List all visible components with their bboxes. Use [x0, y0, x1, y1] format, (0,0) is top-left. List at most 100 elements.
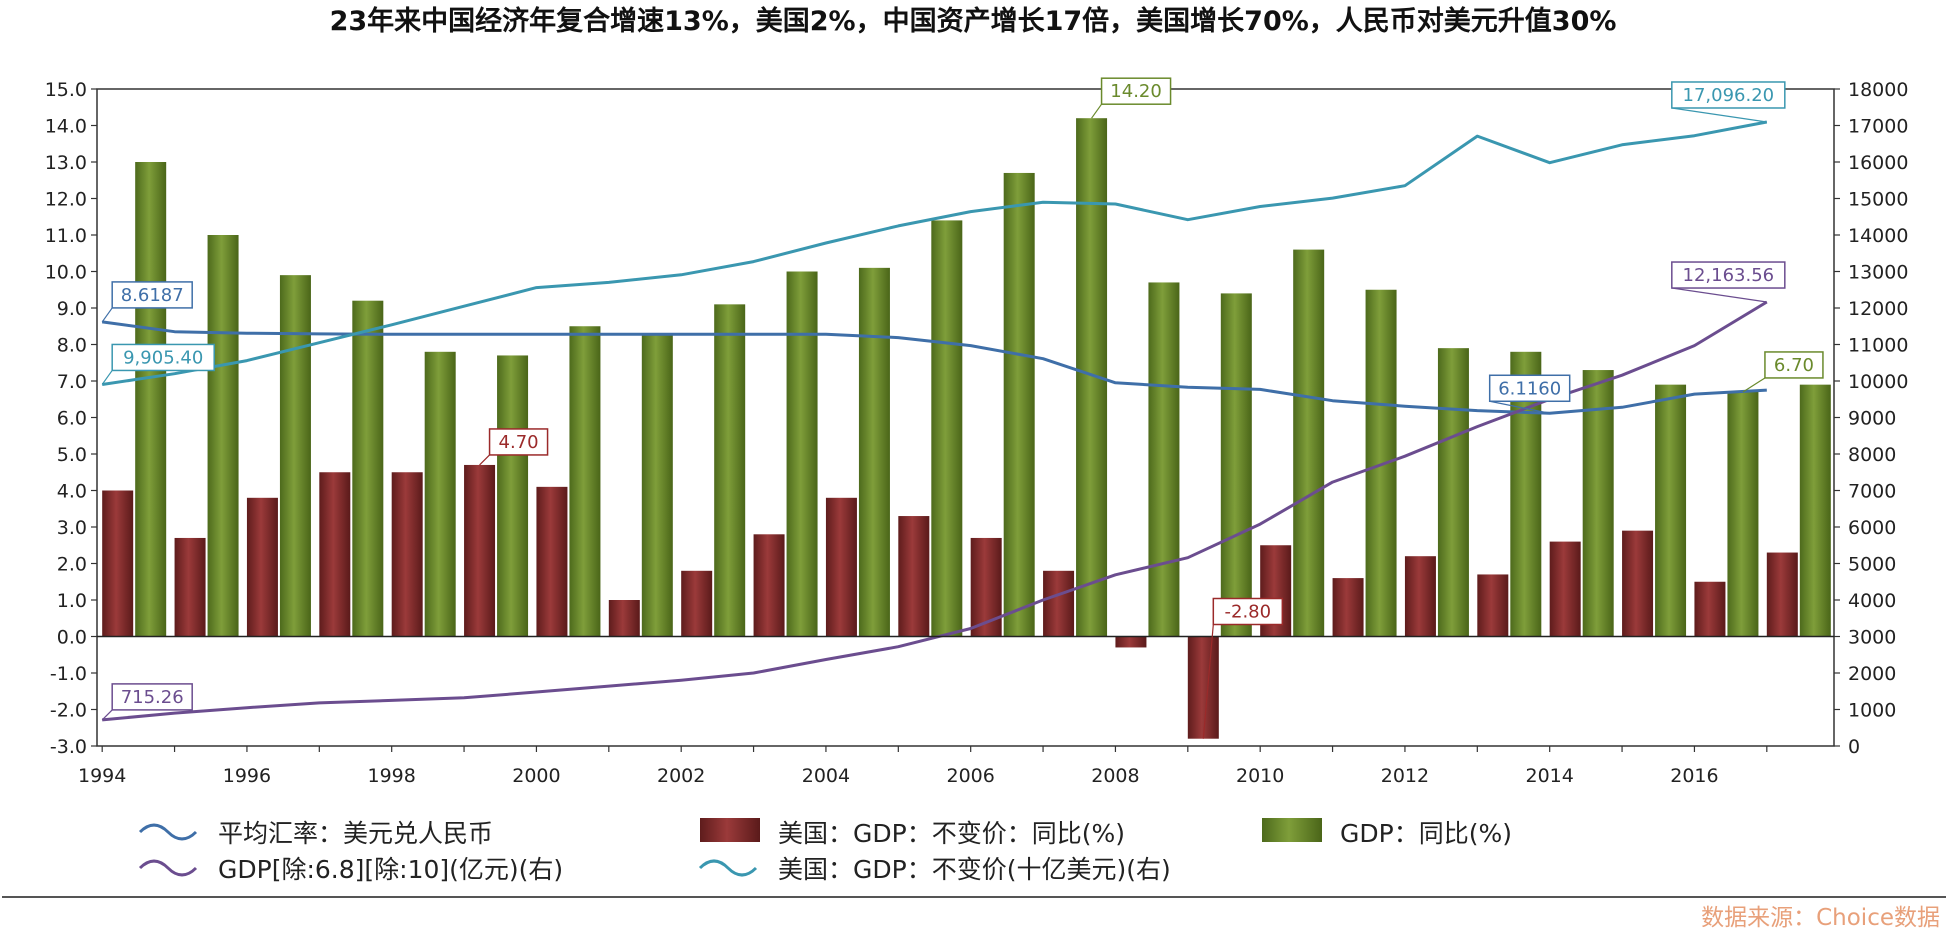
- right-tick-label: 8000: [1848, 444, 1896, 466]
- left-tick-label: -2.0: [50, 700, 87, 722]
- callout-label: 4.70: [499, 432, 539, 453]
- us-gdp-growth-bar: [246, 497, 278, 637]
- us-gdp-growth-bar: [1549, 541, 1581, 637]
- right-tick-label: 9000: [1848, 408, 1896, 430]
- x-tick-label: 2008: [1091, 765, 1139, 787]
- legend-line-swatch: [138, 823, 198, 841]
- chart-title: 23年来中国经济年复合增速13%，美国2%，中国资产增长17倍，美国增长70%，…: [330, 5, 1617, 37]
- right-tick-label: 4000: [1848, 590, 1896, 612]
- callout-box: [488, 428, 549, 456]
- us-gdp-growth-bar: [391, 472, 423, 637]
- us-gdp-constant-line: [101, 120, 1768, 386]
- us-gdp-growth-bar: [898, 516, 930, 637]
- right-tick-label: 17000: [1848, 116, 1908, 138]
- right-tick-label: 11000: [1848, 335, 1908, 357]
- left-tick-label: 1.0: [57, 590, 87, 612]
- callouts-layer: 8.6187 6.1160 4.70 -2.80 14.20 6.70 715.26 12,1…: [101, 77, 1824, 739]
- left-tick-label: 14.0: [45, 116, 87, 138]
- lines-layer: [101, 120, 1768, 722]
- callout-label: 8.6187: [121, 285, 184, 306]
- right-tick-label: 1000: [1848, 700, 1896, 722]
- china-gdp-growth-bar: [858, 267, 890, 637]
- us-gdp-growth-bar: [536, 486, 568, 637]
- callout-box: [1488, 374, 1571, 403]
- left-tick-label: 12.0: [45, 189, 87, 211]
- left-tick-label: 13.0: [45, 152, 87, 174]
- china-gdp-growth-bar: [1003, 172, 1035, 637]
- right-tick-label: 15000: [1848, 189, 1908, 211]
- legend-label: GDP：同比(%): [1340, 819, 1512, 848]
- right-tick-label: 18000: [1848, 79, 1908, 101]
- china-gdp-growth-bar: [1148, 282, 1180, 637]
- us-gdp-growth-bar: [1766, 552, 1798, 637]
- callout-label: 6.70: [1774, 355, 1814, 376]
- right-tick-label: 3000: [1848, 627, 1896, 649]
- left-tick-label: 11.0: [45, 225, 87, 247]
- left-tick-label: 2.0: [57, 554, 87, 576]
- us-gdp-growth-bar: [753, 534, 785, 637]
- legend-bar-swatch: [700, 818, 760, 842]
- left-tick-label: 3.0: [57, 517, 87, 539]
- callout-box: [1212, 597, 1284, 626]
- left-tick-label: 5.0: [57, 444, 87, 466]
- x-tick-label: 2010: [1236, 765, 1284, 787]
- x-tick-label: 1996: [223, 765, 271, 787]
- right-tick-label: 13000: [1848, 262, 1908, 284]
- x-tick-label: 2000: [512, 765, 560, 787]
- legend-line-swatch: [138, 859, 198, 877]
- left-tick-label: 6.0: [57, 408, 87, 430]
- us-gdp-growth-bar: [681, 570, 713, 637]
- china-gdp-growth-bar: [931, 220, 963, 637]
- callout-label: 715.26: [121, 687, 184, 708]
- left-tick-label: 10.0: [45, 262, 87, 284]
- china-gdp-growth-bar: [352, 300, 384, 637]
- callout-leader: [479, 454, 490, 466]
- callout-box: [111, 281, 193, 309]
- callout-box: [1671, 81, 1786, 109]
- us-gdp-growth-bar: [1477, 574, 1509, 637]
- us-gdp-growth-bar: [464, 464, 496, 637]
- china-gdp-growth-bar: [1655, 384, 1687, 637]
- callout-box: [1764, 351, 1824, 379]
- callout-leader: [101, 709, 113, 721]
- right-tick-label: 16000: [1848, 152, 1908, 174]
- x-tick-label: 2006: [947, 765, 995, 787]
- china-gdp-growth-bar: [1437, 348, 1469, 637]
- china-gdp-growth-bar: [1220, 293, 1252, 637]
- legend-line-swatch: [698, 859, 758, 877]
- left-tick-label: 4.0: [57, 481, 87, 503]
- china-gdp-growth-bar: [641, 333, 673, 637]
- left-tick-label: 8.0: [57, 335, 87, 357]
- x-tick-label: 2016: [1670, 765, 1718, 787]
- china-gdp-growth-bar: [1293, 249, 1325, 637]
- china-gdp-growth-bar: [497, 355, 529, 637]
- left-tick-label: 9.0: [57, 298, 87, 320]
- right-tick-label: 5000: [1848, 554, 1896, 576]
- callout-label: 6.1160: [1498, 378, 1561, 399]
- callout-leader: [1202, 624, 1214, 739]
- axes-layer: -3.0 -2.0 -1.0 0.0 1.0 2.0 3.0 4.0 5.0 6.0 7.0 8.0 9…: [45, 79, 1909, 787]
- china-gdp-growth-bar: [569, 326, 601, 637]
- x-tick-label: 2012: [1381, 765, 1429, 787]
- china-gdp-growth-bar: [279, 275, 311, 637]
- us-gdp-growth-bar: [319, 472, 351, 637]
- us-gdp-growth-bar: [1187, 636, 1219, 739]
- callout-label: 14.20: [1110, 81, 1162, 102]
- china-gdp-growth-bar: [1582, 370, 1614, 637]
- right-tick-label: 0: [1848, 736, 1860, 758]
- china-gdp-growth-bar: [1727, 391, 1759, 637]
- callout-leader: [101, 307, 113, 323]
- right-tick-label: 10000: [1848, 371, 1908, 393]
- x-tick-label: 1994: [78, 765, 126, 787]
- left-tick-label: -1.0: [50, 663, 87, 685]
- callout-leader: [101, 370, 113, 385]
- callout-box: [111, 343, 215, 372]
- china-gdp-growth-bar: [786, 271, 818, 637]
- china-gdp-growth-bar: [1365, 289, 1397, 637]
- callout-box: [111, 683, 193, 711]
- us-gdp-growth-bar: [1115, 636, 1147, 648]
- legend: 平均汇率：美元兑人民币 美国：GDP：不变价：同比(%) GDP：同比(%) GDP[…: [138, 818, 1512, 884]
- left-tick-label: -3.0: [50, 736, 87, 758]
- callout-label: 12,163.56: [1683, 265, 1775, 286]
